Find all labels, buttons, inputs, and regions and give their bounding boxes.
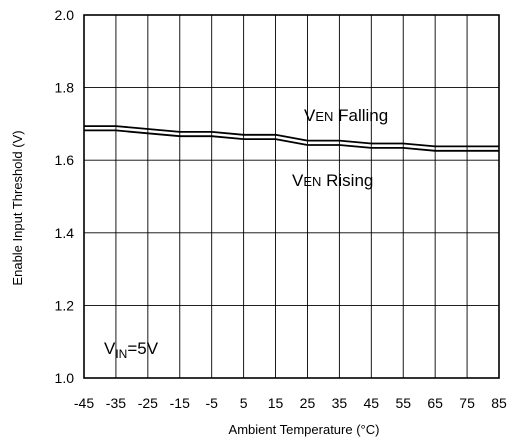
plot-frame: [83, 14, 500, 379]
x-tick-label: 25: [300, 395, 316, 411]
annotation-ven-falling: VEN Falling: [304, 106, 388, 125]
y-tick-label: 1.0: [55, 370, 75, 386]
x-tick-label: 5: [240, 395, 248, 411]
x-tick-label: -5: [205, 395, 218, 411]
x-tick-label: 15: [268, 395, 284, 411]
x-tick-label: 55: [395, 395, 411, 411]
series-layer: [84, 125, 499, 152]
x-tick-label: 45: [364, 395, 380, 411]
y-tick-label: 2.0: [55, 7, 75, 23]
y-tick-label: 1.2: [55, 297, 75, 313]
series-line-ven-rising: [84, 129, 499, 152]
y-tick-label: 1.4: [55, 225, 75, 241]
y-tick-label: 1.6: [55, 152, 75, 168]
x-tick-labels: -45 -35 -25 -15 -5 5 15 25 35 45 55 65 75 85: [74, 395, 507, 411]
x-axis-label: Ambient Temperature (°C): [229, 422, 380, 437]
annotation-ven-rising: VEN Rising: [292, 171, 373, 190]
y-tick-label: 1.8: [55, 80, 75, 96]
series-line-ven-falling: [84, 125, 499, 148]
grid: [84, 15, 499, 378]
x-tick-label: -15: [170, 395, 190, 411]
x-tick-label: 35: [332, 395, 348, 411]
y-tick-labels: 1.0 1.2 1.4 1.6 1.8 2.0: [55, 7, 75, 386]
y-axis-label: Enable Input Threshold (V): [10, 130, 25, 285]
x-tick-label: 75: [459, 395, 475, 411]
annotation-vin: VIN=5V: [104, 339, 159, 361]
x-tick-label: 65: [427, 395, 443, 411]
x-tick-label: -35: [106, 395, 126, 411]
x-tick-label: -45: [74, 395, 94, 411]
x-tick-label: 85: [491, 395, 507, 411]
x-tick-label: -25: [138, 395, 158, 411]
